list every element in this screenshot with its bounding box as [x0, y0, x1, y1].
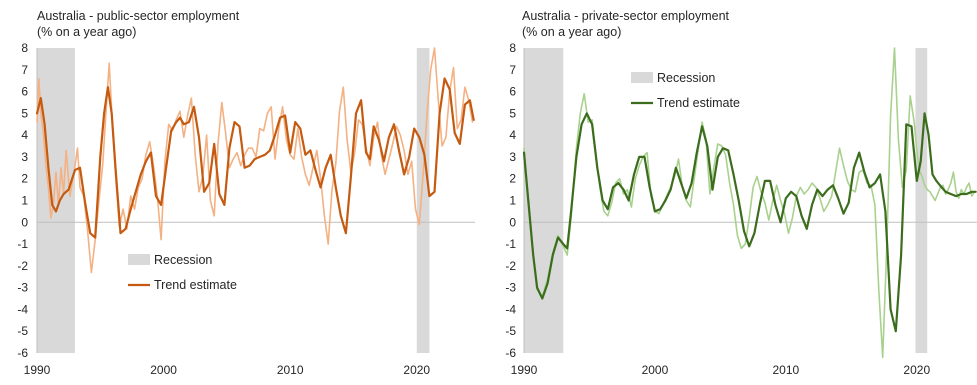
recession-band: [37, 48, 75, 353]
recession-band: [524, 48, 564, 353]
y-tick-label: 7: [509, 63, 516, 77]
recession-band: [915, 48, 928, 353]
y-tick-label: -3: [17, 281, 28, 295]
x-tick-label: 2010: [277, 363, 304, 377]
x-tick-label: 1990: [24, 363, 51, 377]
y-tick-label: 8: [21, 41, 28, 55]
x-tick-label: 2000: [642, 363, 669, 377]
y-tick-label: -1: [17, 237, 28, 251]
y-tick-label: 6: [509, 85, 516, 99]
y-tick-label: 3: [21, 150, 28, 164]
trend-series-line: [35, 77, 475, 239]
raw-series-line: [523, 47, 976, 359]
x-tick-label: 2020: [903, 363, 930, 377]
y-tick-label: 1: [509, 194, 516, 208]
y-tick-label: 6: [21, 85, 28, 99]
x-tick-label: 2010: [772, 363, 799, 377]
legend: Recession Trend estimate: [128, 253, 237, 292]
y-tick-label: -4: [17, 302, 28, 316]
public-sector-chart-panel: Australia - public-sector employment (% …: [0, 0, 488, 385]
y-tick-label: -5: [17, 324, 28, 338]
y-tick-label: 3: [509, 150, 516, 164]
raw-series-line: [36, 47, 474, 274]
y-tick-label: -3: [505, 281, 516, 295]
recession-band: [416, 48, 430, 353]
y-tick-label: -2: [17, 259, 28, 273]
chart-subtitle: (% on a year ago): [522, 25, 622, 39]
chart-title-block: Australia - private-sector employment (%…: [522, 8, 729, 40]
private-sector-chart: 8 7 6 5 4 3 2 1 0 -1 -2 -3 -4 -5 -6 1990 2000 2010 2020 Rec…: [505, 41, 977, 377]
legend-recession-swatch: [631, 72, 653, 83]
y-tick-label: -5: [505, 324, 516, 338]
legend: Recession Trend estimate: [631, 71, 740, 110]
chart-title-block: Australia - public-sector employment (% …: [37, 8, 239, 40]
x-tick-label: 2000: [150, 363, 177, 377]
legend-recession-label: Recession: [657, 71, 715, 85]
y-tick-label: -4: [505, 302, 516, 316]
trend-series-line: [522, 112, 977, 333]
y-tick-label: -6: [505, 346, 516, 360]
y-tick-label: -1: [505, 237, 516, 251]
chart-subtitle: (% on a year ago): [37, 25, 137, 39]
chart-title: Australia - private-sector employment: [522, 9, 730, 23]
y-tick-label: -2: [505, 259, 516, 273]
y-tick-label: 1: [21, 194, 28, 208]
legend-recession-swatch: [128, 254, 150, 265]
y-tick-label: 4: [509, 128, 516, 142]
x-tick-label: 1990: [511, 363, 538, 377]
y-tick-label: 2: [509, 172, 516, 186]
y-tick-label: 2: [21, 172, 28, 186]
y-tick-label: 0: [509, 215, 516, 229]
legend-trend-label: Trend estimate: [154, 278, 237, 292]
y-tick-label: 8: [509, 41, 516, 55]
public-sector-chart: 8 7 6 5 4 3 2 1 0 -1 -2 -3 -4 -5 -6 1990 2000 2010 2020 Rec…: [17, 41, 475, 377]
x-tick-label: 2020: [403, 363, 430, 377]
y-tick-label: -6: [17, 346, 28, 360]
y-tick-label: 4: [21, 128, 28, 142]
y-tick-label: 5: [21, 106, 28, 120]
y-tick-label: 5: [509, 106, 516, 120]
chart-title: Australia - public-sector employment: [37, 9, 240, 23]
legend-recession-label: Recession: [154, 253, 212, 267]
y-tick-label: 7: [21, 63, 28, 77]
private-sector-chart-panel: Australia - private-sector employment (%…: [488, 0, 977, 385]
y-tick-label: 0: [21, 215, 28, 229]
legend-trend-label: Trend estimate: [657, 96, 740, 110]
